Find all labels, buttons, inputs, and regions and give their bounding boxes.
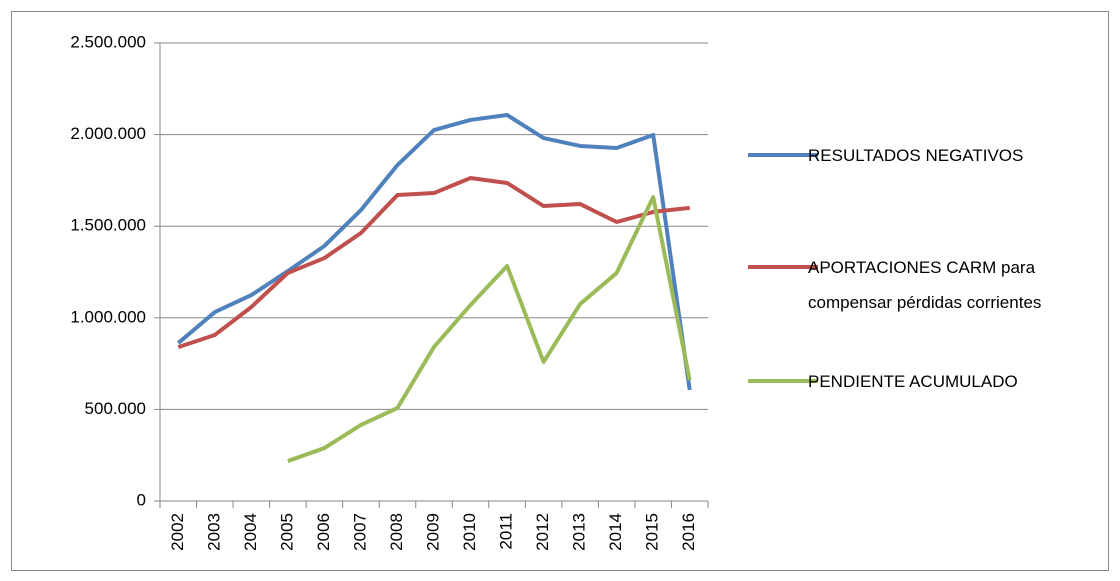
x-tick-label: 2015 (643, 513, 662, 551)
x-tick-label: 2006 (314, 513, 333, 551)
series-line (176, 112, 692, 391)
y-tick-label: 2.000.000 (70, 124, 146, 143)
legend-label: RESULTADOS NEGATIVOS (808, 145, 1024, 165)
y-tick-label: 1.500.000 (70, 216, 146, 235)
x-tick-label: 2011 (497, 513, 516, 550)
y-tick-label: 500.000 (85, 399, 146, 418)
x-tick-label: 2012 (533, 513, 552, 551)
legend-label: PENDIENTE ACUMULADO (808, 371, 1018, 391)
series-line (177, 176, 690, 350)
y-tick-label: 1.000.000 (70, 307, 146, 326)
x-tick-label: 2016 (679, 513, 698, 551)
x-tick-label: 2010 (460, 513, 479, 551)
x-tick-label: 2002 (168, 513, 187, 551)
y-tick-label: 2.500.000 (70, 32, 146, 51)
x-tick-label: 2003 (204, 513, 223, 551)
x-tick-label: 2004 (241, 513, 260, 551)
x-tick-label: 2014 (606, 513, 625, 551)
chart-border (11, 11, 1109, 571)
x-tick-label: 2008 (387, 513, 406, 551)
y-tick-label: 0 (137, 490, 146, 509)
x-tick-label: 2007 (350, 513, 369, 551)
x-tick-label: 2005 (277, 513, 296, 551)
legend-label: APORTACIONES CARM para compensar pérdida… (808, 257, 1042, 312)
x-tick-label: 2013 (570, 513, 589, 551)
series-line (287, 195, 692, 463)
x-tick-label: 2009 (423, 513, 442, 551)
